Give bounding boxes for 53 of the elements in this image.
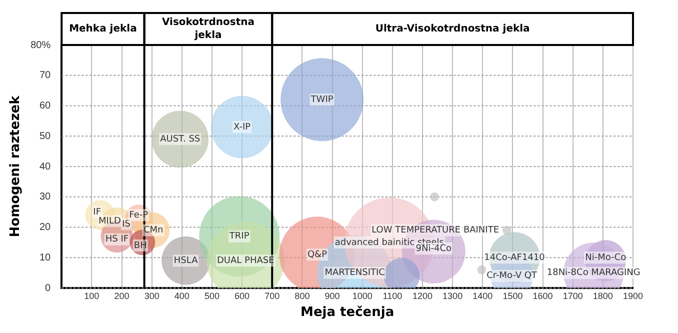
y-tick-label: 80%	[30, 40, 51, 51]
text: Visokotrdnostna jekla	[162, 17, 254, 42]
x-tick-label: 1900	[622, 290, 644, 301]
annotation: X-IP	[234, 122, 252, 132]
annotation: Q&P	[307, 250, 328, 260]
x-tick-label: 600	[234, 290, 250, 301]
x-tick-label: 800	[294, 290, 310, 301]
annotation: Fe-P	[129, 210, 149, 220]
x-tick-label: 1800	[592, 290, 613, 301]
annotation: AUST. SS	[160, 134, 200, 145]
x-tick-label: 200	[114, 290, 130, 301]
x-tick-label: 1100	[382, 290, 402, 301]
annotation: IS	[122, 220, 131, 230]
x-tick-label: 900	[324, 290, 340, 301]
x-tick-label: 300	[144, 290, 160, 301]
text: Ultra-Visokotrdnostna jekla	[375, 24, 530, 35]
y-tick-label: 40	[39, 161, 52, 172]
y-tick-label: 60	[39, 100, 52, 112]
x-tick-label: 700	[264, 290, 280, 301]
annotation: BH	[134, 240, 147, 251]
x-tick-label: 1200	[412, 290, 433, 301]
annotation: TWIP	[310, 95, 334, 106]
y-tick-label: 20	[39, 222, 52, 233]
annotation: 9Ni-4Co	[416, 244, 452, 254]
annotation: IF	[93, 207, 102, 218]
x-tick-label: 1300	[442, 290, 463, 301]
annotation: Cr-Mo-V QT	[486, 271, 538, 282]
y-tick-label: 70	[39, 70, 52, 82]
x-tick-label: 1500	[502, 290, 523, 301]
annotation: HSLA	[174, 256, 199, 266]
text: Mehka jekla	[69, 24, 137, 35]
x-tick-label: 100	[84, 290, 100, 301]
y-tick-label: 50	[39, 130, 52, 142]
annotation: MILD	[98, 216, 121, 227]
annotation: Ni-Mo-Co	[585, 252, 627, 263]
annotation: 18Ni-8Co MARAGING	[546, 268, 640, 278]
y-tick-label: 10	[39, 252, 52, 264]
y-tick-label: 30	[39, 192, 52, 203]
annotation: DUAL PHASE	[217, 256, 275, 266]
x-tick-label: 1600	[532, 290, 553, 301]
x-axis-title: Meja tečenja	[300, 304, 394, 320]
y-tick-label: 0	[45, 282, 52, 294]
x-tick-label: 500	[204, 290, 220, 301]
y-axis-title: Homogeni raztezek	[8, 95, 24, 238]
annotation: HS IF	[105, 234, 129, 245]
x-tick-label: 1000	[352, 290, 372, 301]
annotation: 14Co-AF1410	[484, 252, 546, 263]
x-tick-label: 400	[174, 290, 190, 301]
annotation: TRIP	[228, 232, 250, 242]
annotation: LOW TEMPERATURE BAINITE	[372, 226, 500, 236]
x-tick-label: 1400	[472, 290, 493, 301]
x-tick-label: 1700	[562, 290, 583, 301]
annotation: MARTENSITIC	[324, 268, 385, 278]
